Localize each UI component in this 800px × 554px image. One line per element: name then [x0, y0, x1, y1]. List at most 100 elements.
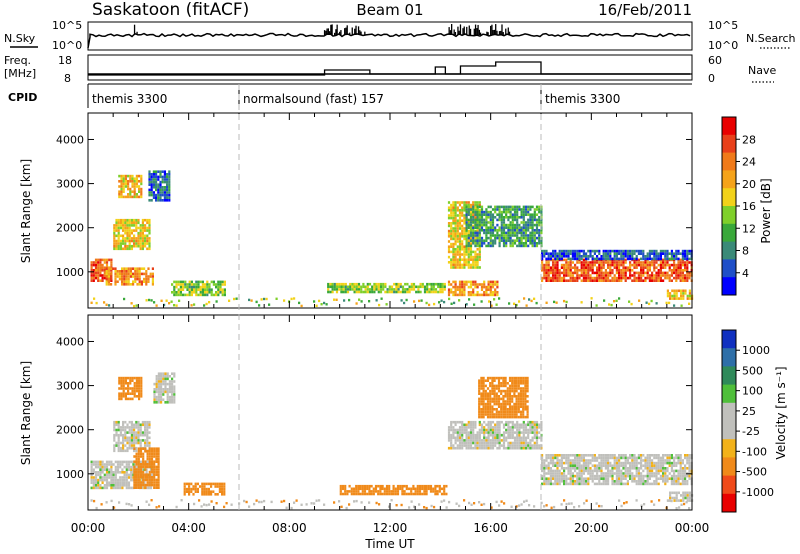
echo-cell-1-6: [355, 484, 358, 488]
echo-cell-0-9: [483, 213, 486, 216]
echo-cell-1-9: [576, 477, 579, 480]
echo-cell-0-5: [179, 288, 182, 291]
echo-cell-0-4: [159, 191, 162, 194]
echo-cell-0-10: [541, 269, 544, 272]
echo-cell-0-9: [522, 218, 525, 222]
echo-cell-0-4: [157, 186, 160, 189]
echo-cell-1-4: [157, 401, 160, 404]
echo-cell-1-0: [134, 465, 137, 469]
echo-cell-0-8: [447, 229, 451, 233]
echo-cell-0-3: [129, 193, 132, 196]
echo-cell-1-1: [137, 420, 140, 424]
echo-cell-1-6: [410, 487, 413, 491]
echo-cell-1-1: [133, 433, 136, 437]
echo-cell-0-9: [467, 223, 470, 227]
echo-cell-1-7: [527, 431, 530, 434]
echo-cell-0-9: [527, 218, 530, 222]
echo-cell-0-11: [563, 252, 566, 255]
echo-cell-0-11: [582, 252, 585, 255]
echo-cell-0-2: [124, 242, 127, 245]
echo-cell-0-10: [598, 261, 601, 264]
echo-cell-0-10: [554, 261, 557, 264]
echo-cell-0-2: [135, 242, 138, 245]
echo-cell-0-11: [675, 255, 678, 258]
echo-cell-1-7: [496, 439, 499, 442]
echo-cell-1-1: [124, 428, 127, 432]
echo-cell-1-9: [582, 480, 585, 483]
echo-cell-1-9: [600, 456, 603, 460]
echo-cell-1-0: [90, 473, 93, 477]
echo-cell-0-3: [140, 177, 143, 180]
echo-cell-0-9: [472, 239, 475, 242]
echo-cell-1-4: [157, 375, 160, 378]
echo-cell-1-9: [587, 472, 590, 475]
echo-cell-1-9: [651, 461, 654, 465]
echo-cell-1-7: [485, 436, 488, 440]
echo-cell-1-3: [150, 481, 154, 484]
echo-cell-1-8: [484, 408, 487, 411]
echo-cell-0-4: [159, 180, 162, 184]
echo-cell-0-9: [498, 226, 501, 229]
echo-cell-1-5: [210, 482, 213, 486]
echo-cell-1-7: [522, 446, 525, 450]
echo-cell-0-ground: [668, 301, 671, 305]
echo-cell-0-9: [489, 231, 492, 235]
echo-cell-0-12: [688, 297, 691, 300]
echo-cell-1-7: [509, 436, 512, 440]
echo-cell-1-7: [513, 423, 517, 427]
echo-cell-1-5: [214, 493, 217, 496]
echo-cell-1-9: [556, 472, 559, 475]
echo-cell-0-9: [480, 205, 484, 209]
echo-cell-0-8: [454, 266, 457, 269]
echo-cell-0-10: [679, 266, 682, 269]
echo-cell-1-9: [589, 459, 592, 462]
echo-cell-0-7: [461, 293, 464, 297]
echo-cell-0-9: [485, 231, 488, 235]
echo-cell-0-10: [679, 271, 682, 275]
echo-cell-1-8: [480, 400, 483, 403]
echo-cell-1-1: [148, 441, 151, 445]
echo-cell-0-6: [360, 290, 363, 294]
echo-cell-0-11: [681, 257, 684, 261]
echo-cell-0-10: [646, 266, 649, 269]
echo-cell-1-7: [496, 436, 499, 440]
echo-cell-1-7: [465, 433, 468, 437]
echo-cell-1-9: [556, 461, 559, 465]
echo-cell-0-7: [496, 283, 499, 286]
echo-cell-0-ground: [428, 303, 431, 307]
echo-cell-0-11: [560, 257, 563, 261]
echo-cell-1-4: [164, 380, 167, 383]
echo-cell-0-4: [159, 170, 162, 173]
echo-cell-1-7: [487, 436, 490, 440]
echo-cell-0-10: [576, 271, 579, 275]
echo-cell-0-9: [509, 208, 512, 211]
echo-cell-0-8: [452, 219, 455, 222]
echo-cell-1-9: [651, 469, 654, 473]
echo-cell-1-6: [436, 492, 439, 496]
echo-cell-0-ground: [618, 297, 621, 300]
echo-cell-1-9: [618, 464, 621, 467]
echo-cell-0-9: [535, 231, 539, 235]
echo-cell-1-9: [622, 477, 625, 480]
echo-cell-0-9: [522, 242, 525, 245]
echo-cell-1-8: [482, 413, 485, 416]
echo-cell-1-9: [578, 459, 581, 462]
echo-cell-1-5: [212, 482, 215, 486]
echo-cell-0-1: [140, 267, 143, 270]
echo-cell-1-6: [348, 490, 351, 493]
echo-cell-0-11: [552, 249, 555, 253]
echo-cell-0-11: [615, 249, 618, 253]
echo-cell-0-5: [199, 293, 202, 297]
echo-cell-1-8: [506, 382, 509, 385]
echo-cell-1-9: [560, 477, 563, 480]
echo-cell-1-8: [497, 400, 501, 403]
echo-cell-0-3: [140, 193, 143, 196]
echo-cell-1-8: [504, 389, 507, 393]
echo-cell-0-6: [355, 290, 358, 294]
echo-cell-1-8: [515, 410, 518, 414]
echo-cell-0-10: [554, 271, 557, 275]
echo-cell-0-0: [94, 274, 98, 277]
echo-cell-0-5: [179, 293, 182, 297]
echo-cell-0-9: [540, 229, 543, 232]
echo-cell-1-7: [447, 428, 451, 432]
